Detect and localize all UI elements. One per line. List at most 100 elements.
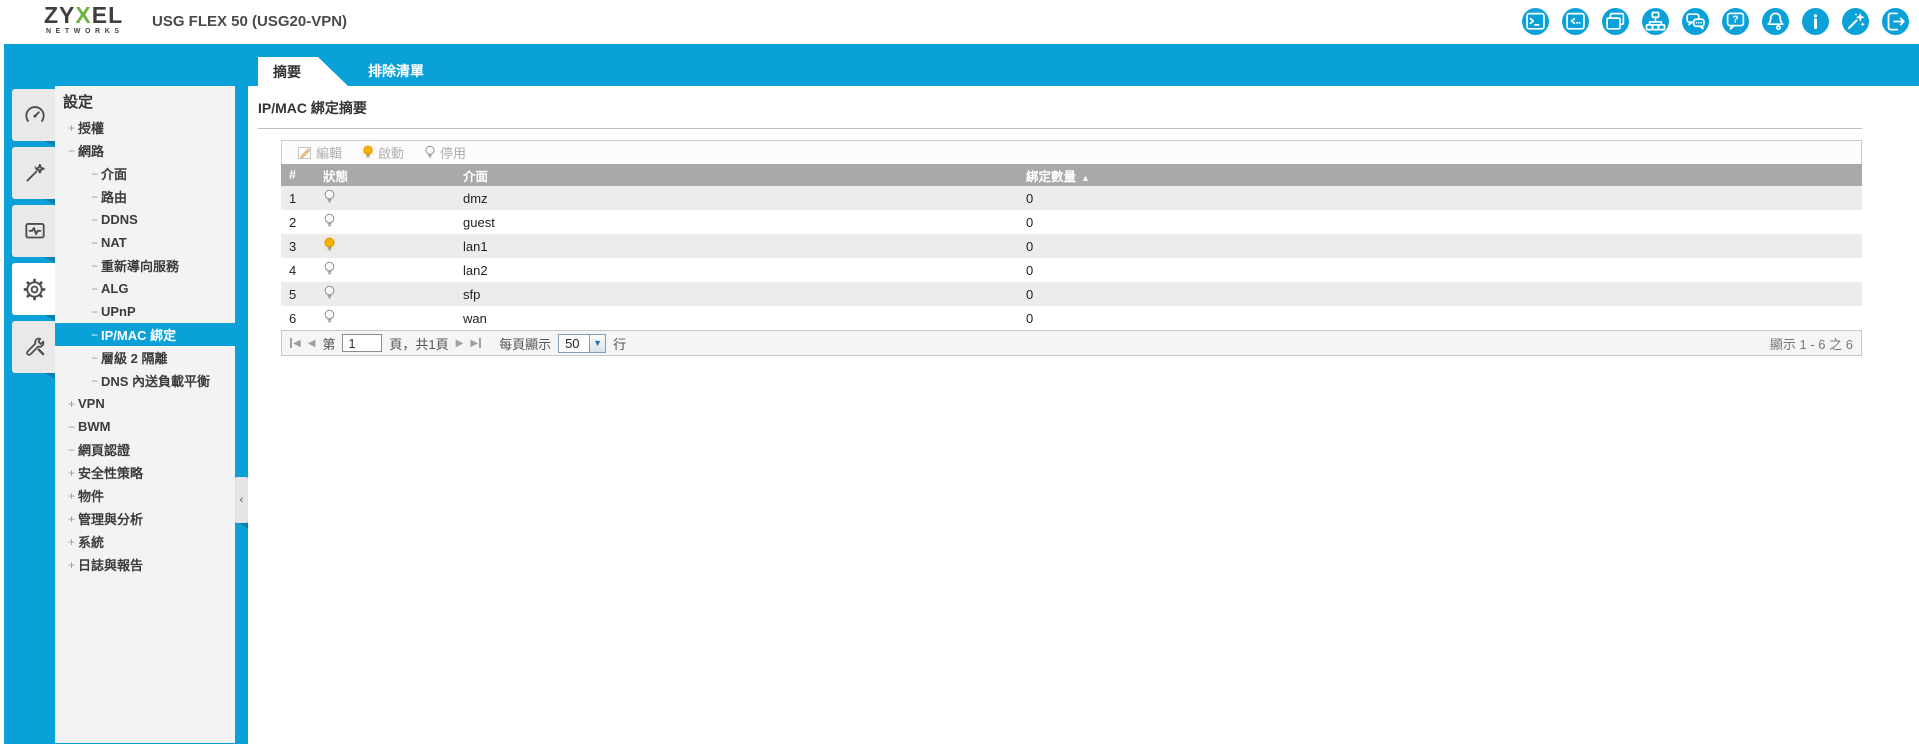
sidebar-item-interface[interactable]: − 介面 [90, 166, 128, 183]
sidebar-collapse-handle[interactable]: ‹ [235, 477, 248, 529]
sidebar-item-vpn[interactable]: + VPN [67, 396, 105, 411]
last-page-button[interactable]: ▶ [470, 338, 482, 349]
sidebar-item-mgmt-analytics[interactable]: + 管理與分析 [67, 511, 144, 528]
per-page-unit: 行 [613, 336, 627, 352]
prev-page-button[interactable]: ◀ [307, 337, 316, 349]
sidebar-item-upnp[interactable]: − UPnP [90, 304, 136, 319]
sort-asc-icon: ▲ [1081, 172, 1090, 183]
sidebar-item-license[interactable]: + 授權 [67, 120, 105, 137]
first-page-button[interactable]: ◀ [290, 338, 301, 349]
configuration-gear-icon[interactable] [12, 263, 57, 322]
status-bulb-icon [323, 309, 336, 325]
status-bulb-icon [323, 189, 336, 205]
sidebar-item-log-report[interactable]: + 日誌與報告 [67, 557, 144, 574]
col-header-count[interactable]: 綁定數量 ▲ [1026, 169, 1090, 184]
sidebar-item-object[interactable]: + 物件 [67, 488, 105, 505]
sidebar-item-ddns[interactable]: − DDNS [90, 212, 138, 227]
table-row[interactable]: 1 dmz 0 [281, 186, 1862, 210]
sidebar-item-network[interactable]: − 網路 [67, 143, 105, 160]
monitor-icon[interactable] [12, 205, 57, 264]
zyxel-logo-text: ZYXEL [44, 2, 124, 28]
zyxel-logo-subtext: NETWORKS [46, 28, 124, 35]
dashboard-gauge-icon[interactable] [12, 89, 57, 148]
logout-icon[interactable] [1882, 8, 1909, 35]
main-content: IP/MAC 綁定摘要 編輯 啟動 停用 # 狀態 介面 綁定數量 ▲ 1 dmz… [248, 86, 1919, 751]
setup-wizard-icon[interactable] [12, 147, 57, 206]
forum-icon[interactable] [1682, 8, 1709, 35]
next-page-button[interactable]: ▶ [455, 337, 464, 349]
edit-icon [298, 147, 311, 159]
table-row[interactable]: 6 wan 0 [281, 306, 1862, 330]
binding-count: 0 [1026, 286, 1034, 302]
sitemap-icon[interactable] [1642, 8, 1669, 35]
table-row[interactable]: 3 lan1 0 [281, 234, 1862, 258]
binding-count: 0 [1026, 310, 1034, 326]
header-icon-row: ? [1522, 8, 1909, 35]
sidebar-item-redirect-service[interactable]: − 重新導向服務 [90, 258, 180, 275]
status-bulb-icon [323, 261, 336, 277]
tab-exclude-list[interactable]: 排除清單 [368, 63, 424, 79]
activate-button[interactable]: 啟動 [355, 143, 411, 162]
interface-name: sfp [463, 286, 481, 302]
table-row[interactable]: 5 sfp 0 [281, 282, 1862, 306]
page-label-prefix: 第 [322, 336, 336, 352]
chevron-down-icon: ▼ [589, 334, 606, 352]
interface-name: lan2 [463, 262, 488, 278]
per-page-label: 每頁顯示 [499, 336, 552, 352]
wizard-icon[interactable] [1842, 8, 1869, 35]
status-bulb-icon [323, 213, 336, 229]
bulb-on-icon [362, 145, 374, 160]
sidebar-item-alg[interactable]: − ALG [90, 281, 129, 296]
interface-name: dmz [463, 190, 488, 206]
info-icon[interactable] [1802, 8, 1829, 35]
table-row[interactable]: 2 guest 0 [281, 210, 1862, 234]
col-header-num[interactable]: # [289, 168, 296, 182]
col-header-status[interactable]: 狀態 [323, 169, 349, 184]
rows-per-page-select[interactable]: 50 ▼ [558, 333, 607, 353]
sidebar-item-layer2-isolation[interactable]: − 層級 2 隔離 [90, 350, 168, 367]
sidebar-item-ip-mac-binding[interactable]: − IP/MAC 綁定 [55, 323, 235, 346]
sidebar-item-nat[interactable]: − NAT [90, 235, 127, 250]
interface-name: wan [463, 310, 487, 326]
pagination-bar: ◀ ◀ 第 頁，共1頁 ▶ ▶ 每頁顯示 50 ▼ 行 顯示 1 - 6 之 6 [281, 330, 1862, 356]
bulb-off-icon [424, 145, 436, 160]
windows-icon[interactable] [1602, 8, 1629, 35]
notification-icon[interactable] [1762, 8, 1789, 35]
help-icon[interactable]: ? [1722, 8, 1749, 35]
page-number-input[interactable] [342, 334, 383, 352]
sidebar-item-bwm[interactable]: − BWM [67, 419, 111, 434]
sidebar-item-routing[interactable]: − 路由 [90, 189, 128, 206]
cli-icon[interactable] [1562, 8, 1589, 35]
web-console-icon[interactable] [1522, 8, 1549, 35]
status-bulb-icon [323, 285, 336, 301]
page-label-suffix: 頁，共1頁 [389, 336, 449, 352]
sidebar-item-web-authentication[interactable]: − 網頁認證 [67, 442, 131, 459]
section-title: IP/MAC 綁定摘要 [258, 100, 367, 116]
table-row[interactable]: 4 lan2 0 [281, 258, 1862, 282]
binding-count: 0 [1026, 190, 1034, 206]
edit-button[interactable]: 編輯 [290, 143, 349, 162]
interface-name: lan1 [463, 238, 488, 254]
status-bulb-icon [323, 237, 336, 253]
sidebar-title: 設定 [63, 94, 94, 111]
deactivate-button[interactable]: 停用 [417, 143, 473, 162]
device-title: USG FLEX 50 (USG20-VPN) [152, 13, 348, 30]
zyxel-logo[interactable]: ZYXEL NETWORKS [44, 3, 124, 35]
sidebar-item-system[interactable]: + 系統 [67, 534, 105, 551]
table-toolbar: 編輯 啟動 停用 [281, 140, 1862, 164]
chevron-left-icon: ‹ [239, 494, 244, 506]
maintenance-tools-icon[interactable] [12, 321, 57, 380]
title-divider [258, 128, 1862, 129]
sidebar-item-security-policy[interactable]: + 安全性策略 [67, 465, 144, 482]
sidebar-nav: 設定 + 授權 − 網路 − 介面 − 路由 − DDNS − NAT − 重新導向服務 − A… [55, 86, 235, 743]
sidebar-item-dns-inbound-lb[interactable]: − DNS 內送負載平衡 [90, 373, 211, 390]
binding-count: 0 [1026, 238, 1034, 254]
top-header: ZYXEL NETWORKS USG FLEX 50 (USG20-VPN) [0, 0, 1919, 44]
svg-text:?: ? [1732, 15, 1738, 26]
table-header-row: # 狀態 介面 綁定數量 ▲ [281, 164, 1862, 186]
col-header-interface[interactable]: 介面 [463, 169, 489, 184]
interface-name: guest [463, 214, 495, 230]
binding-count: 0 [1026, 214, 1034, 230]
pagination-summary: 顯示 1 - 6 之 6 [1769, 336, 1853, 352]
ipmac-binding-table: # 狀態 介面 綁定數量 ▲ 1 dmz 0 2 guest 0 3 lan1 0… [281, 164, 1862, 330]
